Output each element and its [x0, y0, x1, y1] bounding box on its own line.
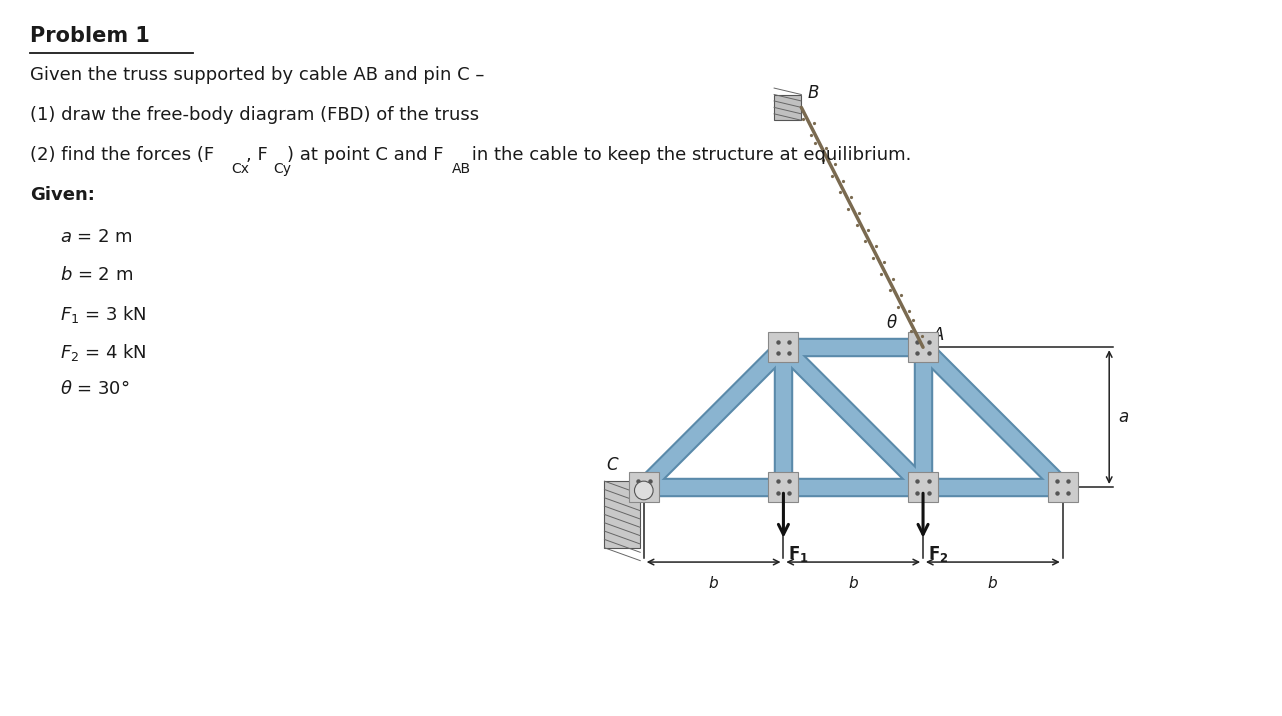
Text: $\mathbf{F_2}$: $\mathbf{F_2}$	[928, 544, 949, 564]
Text: $\mathbf{F_1}$: $\mathbf{F_1}$	[788, 544, 809, 564]
Text: $a$: $a$	[1118, 408, 1129, 426]
Bar	[768, 332, 799, 362]
Text: $\theta$ = 30°: $\theta$ = 30°	[60, 380, 129, 398]
Text: $F_2$ = 4 kN: $F_2$ = 4 kN	[60, 342, 146, 363]
Text: $a$ = 2 m: $a$ = 2 m	[60, 228, 133, 246]
Bar	[908, 332, 938, 362]
Text: A: A	[933, 326, 945, 344]
Text: Cy: Cy	[273, 162, 291, 175]
Text: Problem 1: Problem 1	[29, 26, 150, 46]
Text: $b$: $b$	[987, 575, 999, 591]
Text: , F: , F	[246, 146, 268, 164]
Text: $b$ = 2 m: $b$ = 2 m	[60, 266, 133, 284]
Text: $b$: $b$	[708, 575, 719, 591]
Text: Given:: Given:	[29, 186, 95, 204]
Bar	[768, 472, 799, 502]
Bar	[774, 95, 801, 120]
Text: Cx: Cx	[232, 162, 250, 175]
Text: (2) find the forces (F: (2) find the forces (F	[29, 146, 214, 164]
Text: AB: AB	[453, 162, 472, 175]
Bar	[628, 472, 659, 502]
Text: Given the truss supported by cable AB and pin C –: Given the truss supported by cable AB an…	[29, 66, 485, 84]
Text: ) at point C and F: ) at point C and F	[287, 146, 444, 164]
Text: $\theta$: $\theta$	[886, 314, 897, 332]
Circle shape	[635, 481, 653, 500]
Bar	[1047, 472, 1078, 502]
Text: B: B	[808, 84, 818, 102]
Bar	[908, 472, 938, 502]
Text: in the cable to keep the structure at equilibrium.: in the cable to keep the structure at eq…	[467, 146, 912, 164]
Text: $F_1$ = 3 kN: $F_1$ = 3 kN	[60, 304, 146, 325]
Text: $b$: $b$	[847, 575, 859, 591]
Text: (1) draw the free-body diagram (FBD) of the truss: (1) draw the free-body diagram (FBD) of …	[29, 106, 479, 124]
Text: C: C	[606, 456, 618, 474]
Bar	[604, 481, 640, 548]
